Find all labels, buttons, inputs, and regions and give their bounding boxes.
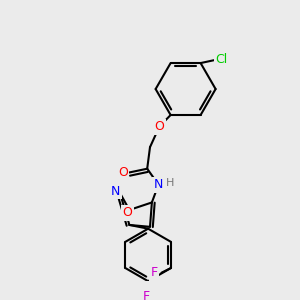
Text: O: O — [118, 166, 128, 179]
Text: O: O — [123, 206, 132, 219]
Text: H: H — [166, 178, 174, 188]
Text: F: F — [150, 266, 158, 279]
Text: N: N — [111, 185, 120, 198]
Text: Cl: Cl — [215, 53, 227, 66]
Text: N: N — [154, 178, 163, 191]
Text: F: F — [143, 290, 150, 300]
Text: O: O — [154, 120, 164, 133]
